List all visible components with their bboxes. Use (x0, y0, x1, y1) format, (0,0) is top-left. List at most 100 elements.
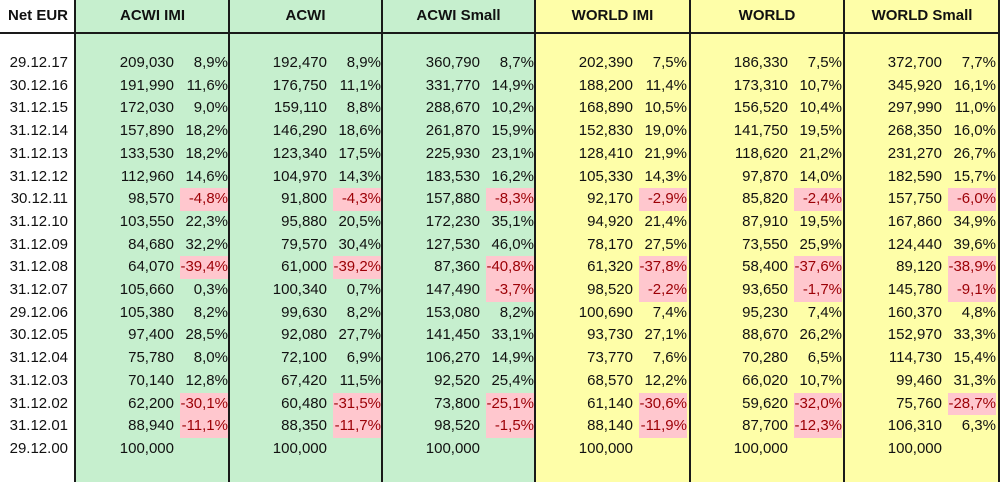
value-cell[interactable]: 61,000 (281, 258, 327, 276)
value-cell[interactable]: 89,120 (896, 258, 942, 276)
percent-cell[interactable]: 9,0% (193, 99, 228, 117)
percent-cell[interactable]: -37,8% (639, 256, 687, 279)
percent-cell[interactable]: 28,5% (185, 326, 228, 344)
value-cell[interactable]: 133,530 (119, 144, 174, 162)
percent-cell[interactable]: 11,1% (339, 76, 381, 94)
percent-cell[interactable]: 11,4% (645, 76, 687, 94)
percent-cell[interactable]: -32,0% (794, 392, 842, 416)
percent-cell[interactable]: 8,2% (499, 303, 534, 321)
value-cell[interactable]: 268,350 (887, 122, 942, 140)
value-cell[interactable]: 66,020 (742, 371, 788, 389)
percent-cell[interactable]: 35,1% (491, 212, 534, 230)
percent-cell[interactable]: 33,1% (491, 326, 534, 344)
percent-cell[interactable]: 10,7% (799, 371, 842, 389)
value-cell[interactable]: 98,520 (587, 281, 633, 298)
percent-cell[interactable]: 31,3% (953, 371, 996, 389)
value-cell[interactable]: 167,860 (887, 212, 942, 230)
value-cell[interactable]: 73,770 (587, 349, 633, 367)
percent-cell[interactable]: 8,2% (193, 303, 228, 321)
percent-cell[interactable]: 14,6% (185, 167, 228, 185)
percent-cell[interactable]: 20,5% (338, 212, 381, 230)
percent-cell[interactable]: -25,1% (486, 392, 534, 416)
value-cell[interactable]: 297,990 (887, 99, 942, 117)
value-cell[interactable]: 75,760 (896, 394, 942, 412)
value-cell[interactable]: 99,460 (896, 371, 942, 389)
percent-cell[interactable] (794, 438, 842, 461)
percent-cell[interactable]: 18,2% (185, 122, 228, 140)
percent-cell[interactable]: 8,8% (346, 99, 381, 117)
value-cell[interactable]: 157,880 (425, 190, 480, 208)
percent-cell[interactable]: -8,3% (486, 188, 534, 211)
value-cell[interactable]: 105,330 (578, 167, 633, 185)
percent-cell[interactable]: 7,5% (652, 54, 687, 71)
value-cell[interactable]: 62,200 (128, 394, 174, 412)
percent-cell[interactable]: -11,7% (333, 415, 381, 438)
value-cell[interactable]: 141,750 (733, 122, 788, 140)
percent-cell[interactable]: -1,5% (486, 415, 534, 438)
value-cell[interactable]: 152,970 (887, 326, 942, 344)
percent-cell[interactable]: -2,9% (639, 188, 687, 211)
value-cell[interactable]: 288,670 (425, 99, 480, 117)
percent-cell[interactable]: -9,1% (948, 279, 996, 302)
value-cell[interactable]: 183,530 (425, 167, 480, 185)
value-cell[interactable]: 67,420 (281, 371, 327, 389)
percent-cell[interactable]: 8,7% (499, 54, 534, 71)
value-cell[interactable]: 100,340 (272, 281, 327, 298)
percent-cell[interactable]: 10,4% (799, 99, 842, 117)
percent-cell[interactable]: 0,3% (193, 281, 228, 298)
percent-cell[interactable]: 12,2% (644, 371, 687, 389)
percent-cell[interactable]: 12,8% (185, 371, 228, 389)
value-cell[interactable]: 372,700 (887, 54, 942, 71)
value-cell[interactable]: 128,410 (578, 144, 633, 162)
value-cell[interactable]: 172,030 (119, 99, 174, 117)
value-cell[interactable]: 345,920 (887, 76, 942, 94)
percent-cell[interactable]: -11,1% (180, 415, 228, 438)
value-cell[interactable]: 75,780 (128, 349, 174, 367)
percent-cell[interactable]: -39,4% (180, 256, 228, 279)
percent-cell[interactable]: 15,7% (953, 167, 996, 185)
percent-cell[interactable]: 16,0% (953, 122, 996, 140)
value-cell[interactable]: 88,940 (128, 417, 174, 435)
percent-cell[interactable]: 11,6% (186, 76, 228, 94)
value-cell[interactable]: 157,750 (887, 190, 942, 208)
value-cell[interactable]: 118,620 (734, 144, 788, 162)
value-cell[interactable]: 160,370 (887, 303, 942, 321)
value-cell[interactable]: 202,390 (578, 54, 633, 71)
value-cell[interactable]: 141,450 (425, 326, 480, 344)
percent-cell[interactable]: 25,9% (799, 235, 842, 253)
percent-cell[interactable]: -11,9% (639, 415, 687, 438)
percent-cell[interactable]: 8,0% (193, 349, 228, 367)
percent-cell[interactable]: 26,7% (953, 144, 996, 162)
percent-cell[interactable]: -28,7% (948, 392, 996, 416)
percent-cell[interactable]: 32,2% (185, 235, 228, 253)
percent-cell[interactable]: 19,0% (644, 122, 687, 140)
percent-cell[interactable]: 7,7% (961, 54, 996, 71)
percent-cell[interactable]: 18,2% (185, 144, 228, 162)
percent-cell[interactable]: 15,9% (491, 122, 534, 140)
value-cell[interactable]: 93,730 (587, 326, 633, 344)
value-cell[interactable]: 123,340 (272, 144, 327, 162)
value-cell[interactable]: 95,230 (742, 303, 788, 321)
value-cell[interactable]: 103,550 (119, 212, 174, 230)
percent-cell[interactable]: -3,7% (486, 279, 534, 302)
value-cell[interactable]: 88,140 (587, 417, 633, 435)
percent-cell[interactable] (486, 438, 534, 461)
value-cell[interactable]: 72,100 (281, 349, 327, 367)
value-cell[interactable]: 173,310 (733, 76, 788, 94)
value-cell[interactable]: 104,970 (272, 167, 327, 185)
percent-cell[interactable]: 11,0% (954, 99, 996, 117)
percent-cell[interactable]: 7,5% (807, 54, 842, 71)
value-cell[interactable]: 98,520 (434, 417, 480, 435)
percent-cell[interactable]: -37,6% (794, 256, 842, 279)
value-cell[interactable]: 182,590 (887, 167, 942, 185)
percent-cell[interactable]: 27,5% (644, 235, 687, 253)
percent-cell[interactable]: -6,0% (948, 188, 996, 211)
value-cell[interactable]: 94,920 (587, 212, 633, 230)
value-cell[interactable]: 168,890 (578, 99, 633, 117)
percent-cell[interactable]: -38,9% (948, 256, 996, 279)
value-cell[interactable]: 78,170 (587, 235, 633, 253)
percent-cell[interactable]: 34,9% (953, 212, 996, 230)
value-cell[interactable]: 105,660 (119, 281, 174, 298)
value-cell[interactable]: 99,630 (281, 303, 327, 321)
percent-cell[interactable]: 14,3% (338, 167, 381, 185)
